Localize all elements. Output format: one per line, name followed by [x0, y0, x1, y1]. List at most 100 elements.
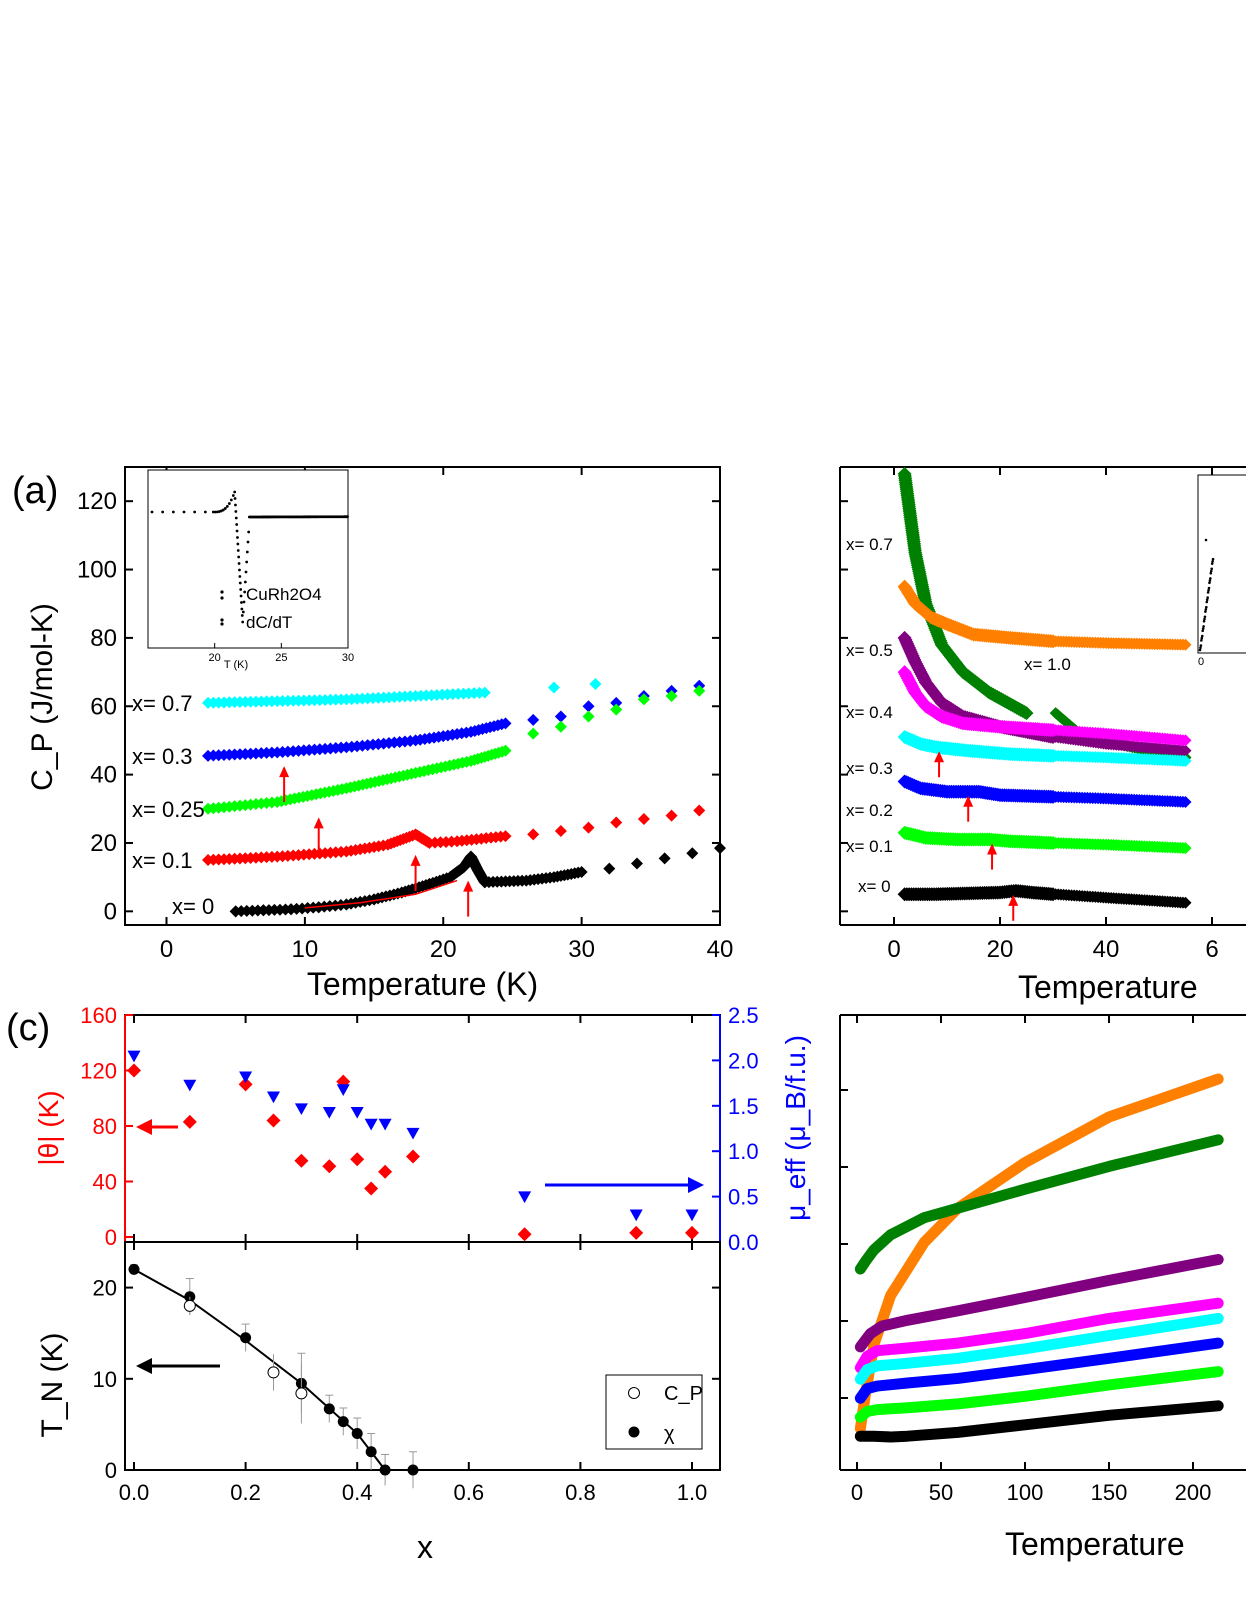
panel-a-inset-point [193, 510, 197, 514]
legend-chi-marker [628, 1426, 640, 1438]
panel-a-series [202, 678, 602, 709]
panel-b-series [897, 883, 1192, 909]
cp-point [267, 1366, 280, 1379]
panel-a-point [582, 700, 595, 713]
panel-d-xtick-label: 100 [1007, 1480, 1044, 1505]
mu-eff-point [364, 1118, 378, 1131]
panel-c-xtick-label: 0.0 [119, 1480, 150, 1505]
panel-a-point [610, 816, 623, 829]
panel-d-series [854, 1297, 1224, 1374]
panel-a-inset-point [213, 510, 217, 514]
panel-b-inset-point [1204, 610, 1207, 613]
panel-a-inset-point [234, 503, 237, 507]
panel-a-point [554, 825, 567, 838]
mu-axis-arrow-head [688, 1177, 704, 1193]
panel-b-inset-frame [1197, 474, 1246, 654]
panel-a-inset-point [240, 601, 243, 604]
panel-b-inset-point [1199, 646, 1202, 650]
panel-a-point [257, 904, 270, 917]
legend-cp-marker [628, 1387, 640, 1399]
panel-a-inset-point [211, 510, 215, 514]
panel-a-point [658, 852, 671, 865]
theta-point [322, 1159, 337, 1174]
panel-b-inset-point [1210, 567, 1213, 571]
panel-a-point [693, 804, 706, 817]
panel-d-xtick-label: 150 [1091, 1480, 1128, 1505]
panel-d-series [854, 1254, 1224, 1353]
panel-b-inset-point [1207, 588, 1210, 592]
panel-b-point [1179, 754, 1192, 767]
panel-a-inset-point [225, 504, 229, 508]
panel-a-inset-point [245, 550, 249, 554]
panel-a-inset-point [223, 507, 227, 510]
panel-a-point [589, 678, 602, 691]
panel-b-xlabel: Temperature [1018, 969, 1198, 1005]
panel-d-series [854, 1337, 1224, 1404]
panel-b-inset-point [1204, 608, 1208, 611]
panel-a-point [610, 703, 623, 716]
panel-b-transition-arrow [1008, 894, 1019, 921]
mu-eff-point [378, 1118, 392, 1131]
panel-a-inset-point [231, 494, 235, 497]
panel-a-ytick-label: 0 [104, 898, 117, 925]
arrow-head [987, 843, 998, 855]
panel-c-ytick-right-label: 0.0 [728, 1230, 759, 1255]
panel-c-ytick-left-label: 160 [80, 1003, 117, 1028]
panel-b-inset-point [1208, 579, 1212, 582]
panel-a-point [554, 710, 567, 723]
panel-a-inset-point [242, 600, 246, 604]
panel-a-series-label: x= 0.7 [132, 691, 193, 716]
panel-a-ytick-label: 40 [90, 762, 117, 789]
panel-b-inset-point [1210, 562, 1214, 565]
theta-point [364, 1181, 379, 1196]
theta-point [517, 1227, 532, 1242]
panel-c-ytick-left-label: 120 [80, 1059, 117, 1084]
panel-a-inset-point [221, 508, 225, 512]
panel-b-inset-point [1205, 605, 1208, 609]
mu-eff-point [183, 1079, 197, 1092]
panel-b-xtick-label: 6 [1205, 936, 1218, 963]
theta-axis-arrow-head [136, 1119, 152, 1135]
mu-eff-point [685, 1209, 699, 1222]
panel-b-point [1179, 795, 1192, 808]
panel-a-inset-legend-marker [220, 622, 224, 626]
panel-a-series-label: x= 0 [172, 894, 214, 919]
panel-d-series [854, 1134, 1224, 1275]
panel-a-point [229, 905, 242, 918]
panel-a-inset-point [234, 516, 238, 520]
panel-a-xtick-label: 10 [292, 936, 319, 963]
panel-b-inset-point [1209, 577, 1212, 580]
legend-cp-label: C_P [664, 1383, 703, 1405]
panel-b-inset-point [1211, 560, 1214, 563]
panel-b-inset-point [1200, 636, 1204, 640]
theta-point [238, 1077, 253, 1092]
chi-point [351, 1428, 363, 1440]
panel-b-point [1179, 734, 1192, 747]
panel-c-xtick-label: 1.0 [677, 1480, 708, 1505]
panel-a-inset-point [233, 490, 237, 494]
panel-a-transition-arrow [463, 880, 474, 917]
panel-a-point [582, 821, 595, 834]
panel-a-inset-frame [147, 469, 349, 649]
chi-point [323, 1403, 335, 1415]
panel-b-series-label: x= 0.5 [846, 641, 893, 660]
panel-b-inset-point [1201, 629, 1204, 633]
panel-a-inset-point [236, 536, 239, 539]
panel-a-point [423, 877, 436, 890]
panel-c-legend-box [605, 1374, 703, 1450]
panel-b-xtick-label: 40 [1093, 936, 1120, 963]
panel-c-xtick-label: 0.4 [342, 1480, 373, 1505]
panel-b-series-label: x= 0.7 [846, 535, 893, 554]
panel-b-series [897, 825, 1192, 855]
panel-b-inset-point [1211, 557, 1215, 561]
panel-a-point [575, 866, 588, 879]
panel-a-inset-point [229, 498, 233, 502]
panel-c-ytick-left-label: 40 [93, 1170, 117, 1195]
panel-b-point [1179, 896, 1192, 909]
panel-a-inset-point [235, 529, 239, 533]
panel-a-xtick-label: 0 [160, 936, 173, 963]
theta-point [685, 1225, 699, 1240]
chi-point [379, 1464, 391, 1476]
panel-c-ytick-label: 20 [93, 1276, 117, 1301]
panel-b-series [897, 579, 1192, 651]
